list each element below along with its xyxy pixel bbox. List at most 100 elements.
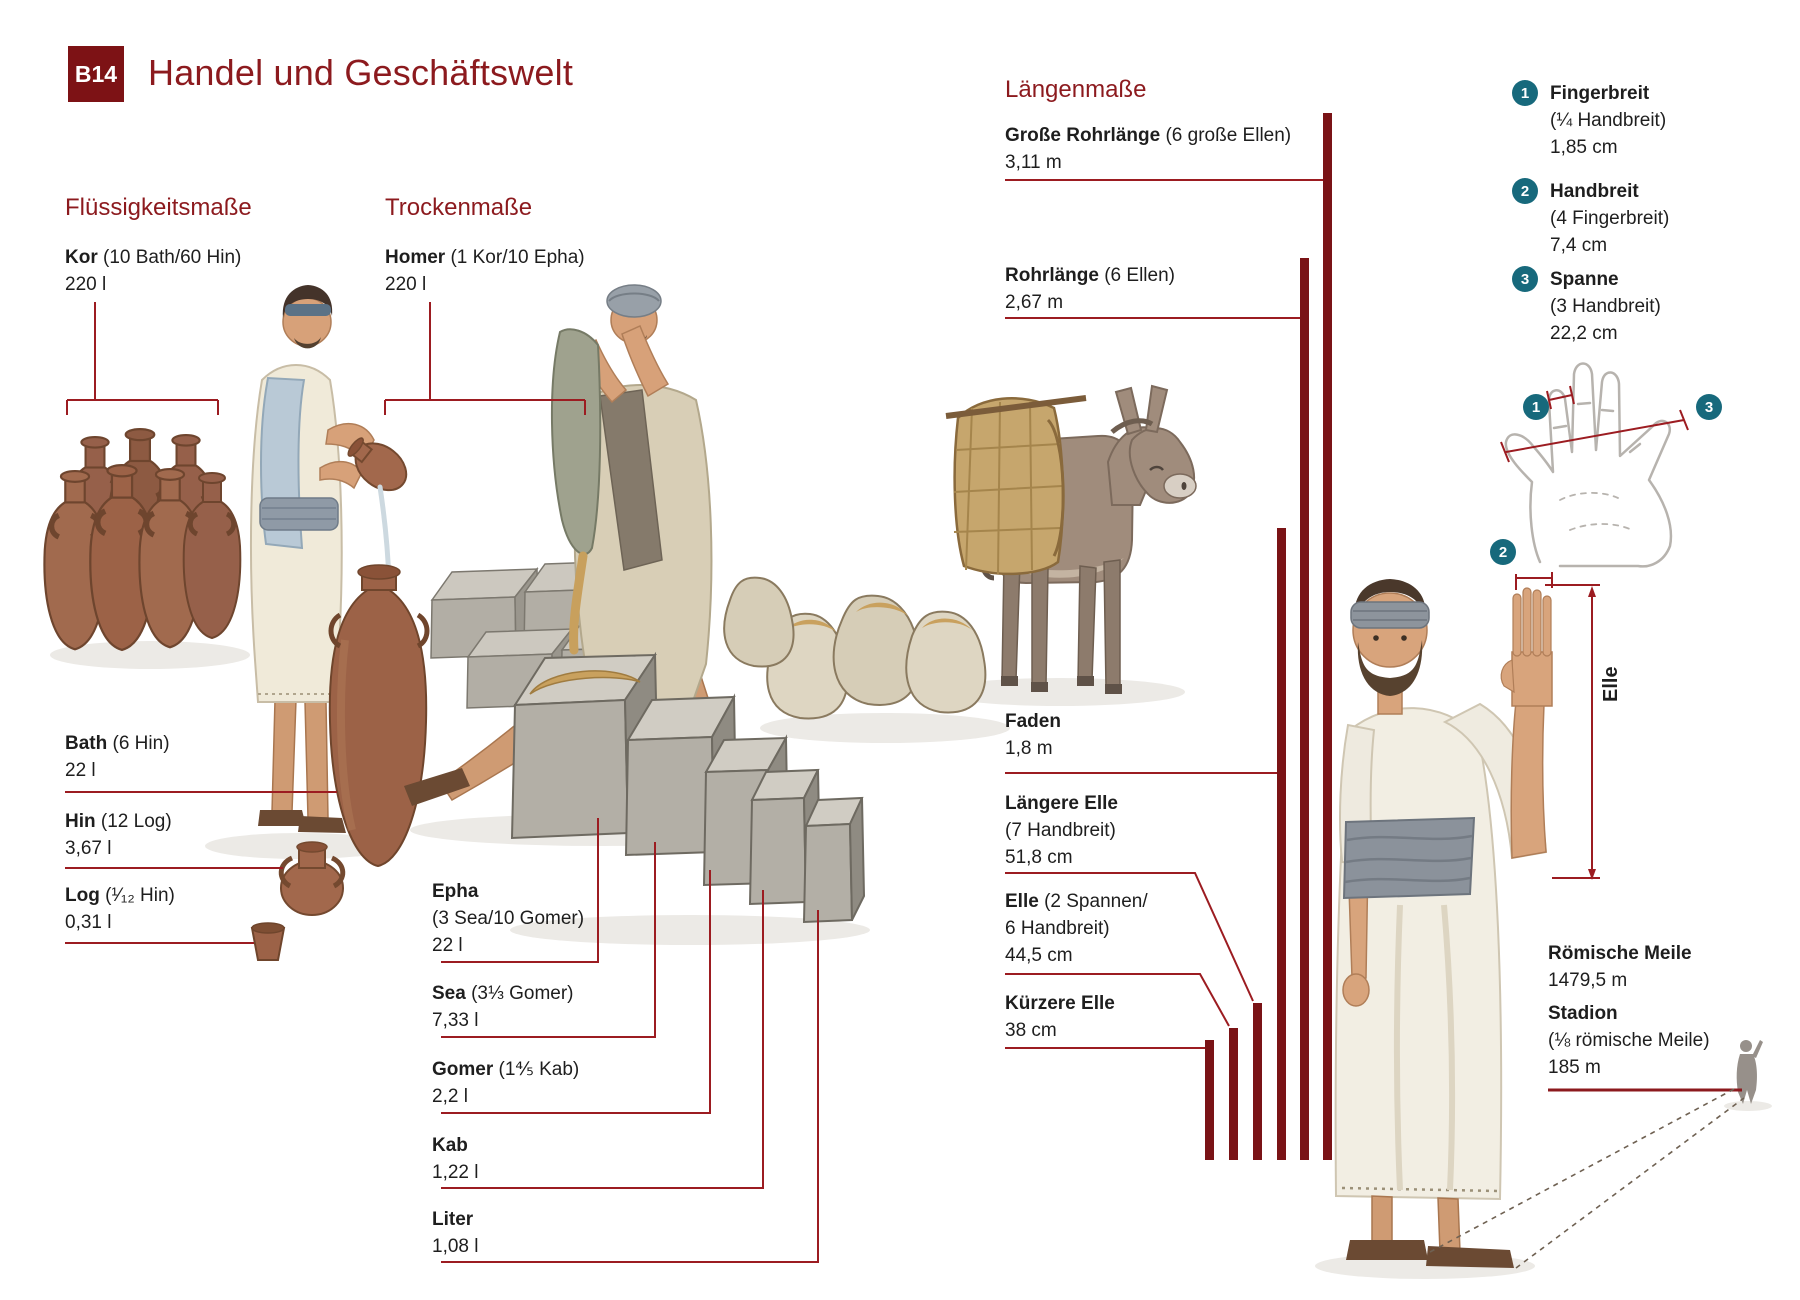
epha-value: 22 l [432, 935, 463, 956]
grosse-rohrlaenge-value: 3,11 m [1005, 152, 1062, 173]
label-hin: Hin (12 Log) 3,67 l [65, 808, 172, 862]
elle-dimension-line [1545, 584, 1600, 879]
standing-man-illustration [1334, 579, 1553, 1268]
homer-detail: (1 Kor/10 Epha) [445, 247, 585, 268]
hin-name: Hin [65, 811, 96, 832]
homer-bracket [384, 302, 586, 415]
handbreit-detail: (4 Fingerbreit) [1550, 208, 1670, 229]
stadion-detail: (⅛ römische Meile) [1548, 1030, 1710, 1051]
log-cup-illustration [250, 922, 286, 961]
label-spanne: Spanne (3 Handbreit) 22,2 cm [1550, 266, 1661, 347]
gomer-detail: (1⅘ Kab) [493, 1059, 580, 1080]
marker-2-palm: 2 [1490, 539, 1516, 565]
kuerzere-elle-name: Kürzere Elle [1005, 993, 1115, 1014]
hin-value: 3,67 l [65, 838, 112, 859]
label-faden: Faden 1,8 m [1005, 708, 1061, 762]
sea-value: 7,33 l [432, 1010, 479, 1031]
roemische-meile-value: 1479,5 m [1548, 970, 1628, 991]
elle-arrow-bottom [1588, 869, 1596, 880]
label-kor: Kor (10 Bath/60 Hin) 220 l [65, 244, 241, 298]
marker-1-legend: 1 [1512, 80, 1538, 106]
liter-value: 1,08 l [432, 1236, 479, 1257]
bath-name: Bath [65, 733, 108, 754]
kab-name: Kab [432, 1135, 468, 1156]
log-name: Log [65, 885, 100, 906]
label-kuerzere-elle: Kürzere Elle 38 cm [1005, 990, 1115, 1044]
elle-name: Elle [1005, 891, 1039, 912]
bar-rohrlaenge [1300, 258, 1309, 1160]
bar-grosse-rohrlaenge [1323, 113, 1332, 1160]
bar-faden [1277, 528, 1286, 1160]
dry-heading: Trockenmaße [385, 194, 533, 221]
bath-value: 22 l [65, 760, 96, 781]
liquid-heading: Flüssigkeitsmaße [65, 194, 252, 221]
spanne-detail: (3 Handbreit) [1550, 296, 1661, 317]
bar-elle [1229, 1028, 1238, 1160]
homer-value: 220 l [385, 274, 427, 295]
fingerbreit-measure-line [1546, 385, 1575, 410]
sea-detail: (3⅓ Gomer) [465, 983, 574, 1004]
handbreit-name: Handbreit [1550, 181, 1639, 202]
laengere-elle-detail: (7 Handbreit) [1005, 820, 1116, 841]
gomer-name: Gomer [432, 1059, 494, 1080]
kab-line [441, 890, 764, 1189]
elle-arrow-top [1588, 586, 1596, 597]
homer-name: Homer [385, 247, 446, 268]
marker-3-legend: 3 [1512, 266, 1538, 292]
log-value: 0,31 l [65, 912, 112, 933]
grosse-rohrlaenge-detail: (6 große Ellen) [1160, 125, 1292, 146]
stadion-value: 185 m [1548, 1057, 1601, 1078]
bar-laengere-elle [1253, 1003, 1262, 1160]
epha-detail: (3 Sea/10 Gomer) [432, 908, 585, 929]
laengere-elle-line [1005, 872, 1254, 1002]
fingerbreit-detail: (¼ Handbreit) [1550, 110, 1667, 131]
laengere-elle-name: Längere Elle [1005, 793, 1118, 814]
perspective-dashed-lines [1429, 1087, 1745, 1269]
pouring-man-illustration [249, 285, 408, 833]
sea-name: Sea [432, 983, 466, 1004]
spanne-name: Spanne [1550, 269, 1619, 290]
page-title: Handel und Geschäftswelt [148, 52, 574, 93]
faden-value: 1,8 m [1005, 738, 1053, 759]
roemische-meile-name: Römische Meile [1548, 943, 1692, 964]
marker-3-hand: 3 [1696, 394, 1722, 420]
label-roemische-meile: Römische Meile 1479,5 m [1548, 940, 1692, 994]
epha-name: Epha [432, 881, 479, 902]
label-kab: Kab 1,22 l [432, 1132, 478, 1186]
label-fingerbreit: Fingerbreit (¼ Handbreit) 1,85 cm [1550, 80, 1666, 161]
elle-value: 44,5 cm [1005, 945, 1073, 966]
handbreit-measure-line [1515, 572, 1553, 590]
faden-name: Faden [1005, 711, 1061, 732]
log-detail: (¹⁄₁₂ Hin) [99, 885, 175, 906]
hand-outline-illustration [1504, 362, 1673, 568]
donkey-illustration [945, 384, 1197, 694]
grain-sacks-illustration [723, 576, 987, 720]
length-heading: Längenmaße [1005, 76, 1147, 103]
kab-value: 1,22 l [432, 1162, 479, 1183]
rohrlaenge-name: Rohrlänge [1005, 265, 1099, 286]
fingerbreit-name: Fingerbreit [1550, 83, 1650, 104]
label-gomer: Gomer (1⅘ Kab) 2,2 l [432, 1056, 579, 1110]
handbreit-value: 7,4 cm [1550, 235, 1608, 256]
hin-jug-illustration [278, 841, 346, 916]
liter-line [441, 910, 819, 1263]
marker-1-hand: 1 [1523, 394, 1549, 420]
label-grosse-rohrlaenge: Große Rohrlänge (6 große Ellen) 3,11 m [1005, 122, 1291, 176]
kor-name: Kor [65, 247, 98, 268]
label-homer: Homer (1 Kor/10 Epha) 220 l [385, 244, 585, 298]
gomer-value: 2,2 l [432, 1086, 468, 1107]
marker-2-legend: 2 [1512, 178, 1538, 204]
bath-detail: (6 Hin) [107, 733, 170, 754]
label-stadion: Stadion (⅛ römische Meile) 185 m [1548, 1000, 1710, 1081]
label-liter: Liter 1,08 l [432, 1206, 478, 1260]
gomer-line [441, 870, 711, 1114]
elle-arrow-label: Elle [1600, 666, 1622, 702]
stadion-name: Stadion [1548, 1003, 1618, 1024]
rohrlaenge-detail: (6 Ellen) [1098, 265, 1175, 286]
rohrlaenge-value: 2,67 m [1005, 292, 1064, 313]
label-laengere-elle: Längere Elle (7 Handbreit) 51,8 cm [1005, 790, 1118, 871]
grosse-rohrlaenge-name: Große Rohrlänge [1005, 125, 1161, 146]
label-rohrlaenge: Rohrlänge (6 Ellen) 2,67 m [1005, 262, 1175, 316]
fingerbreit-value: 1,85 cm [1550, 137, 1618, 158]
